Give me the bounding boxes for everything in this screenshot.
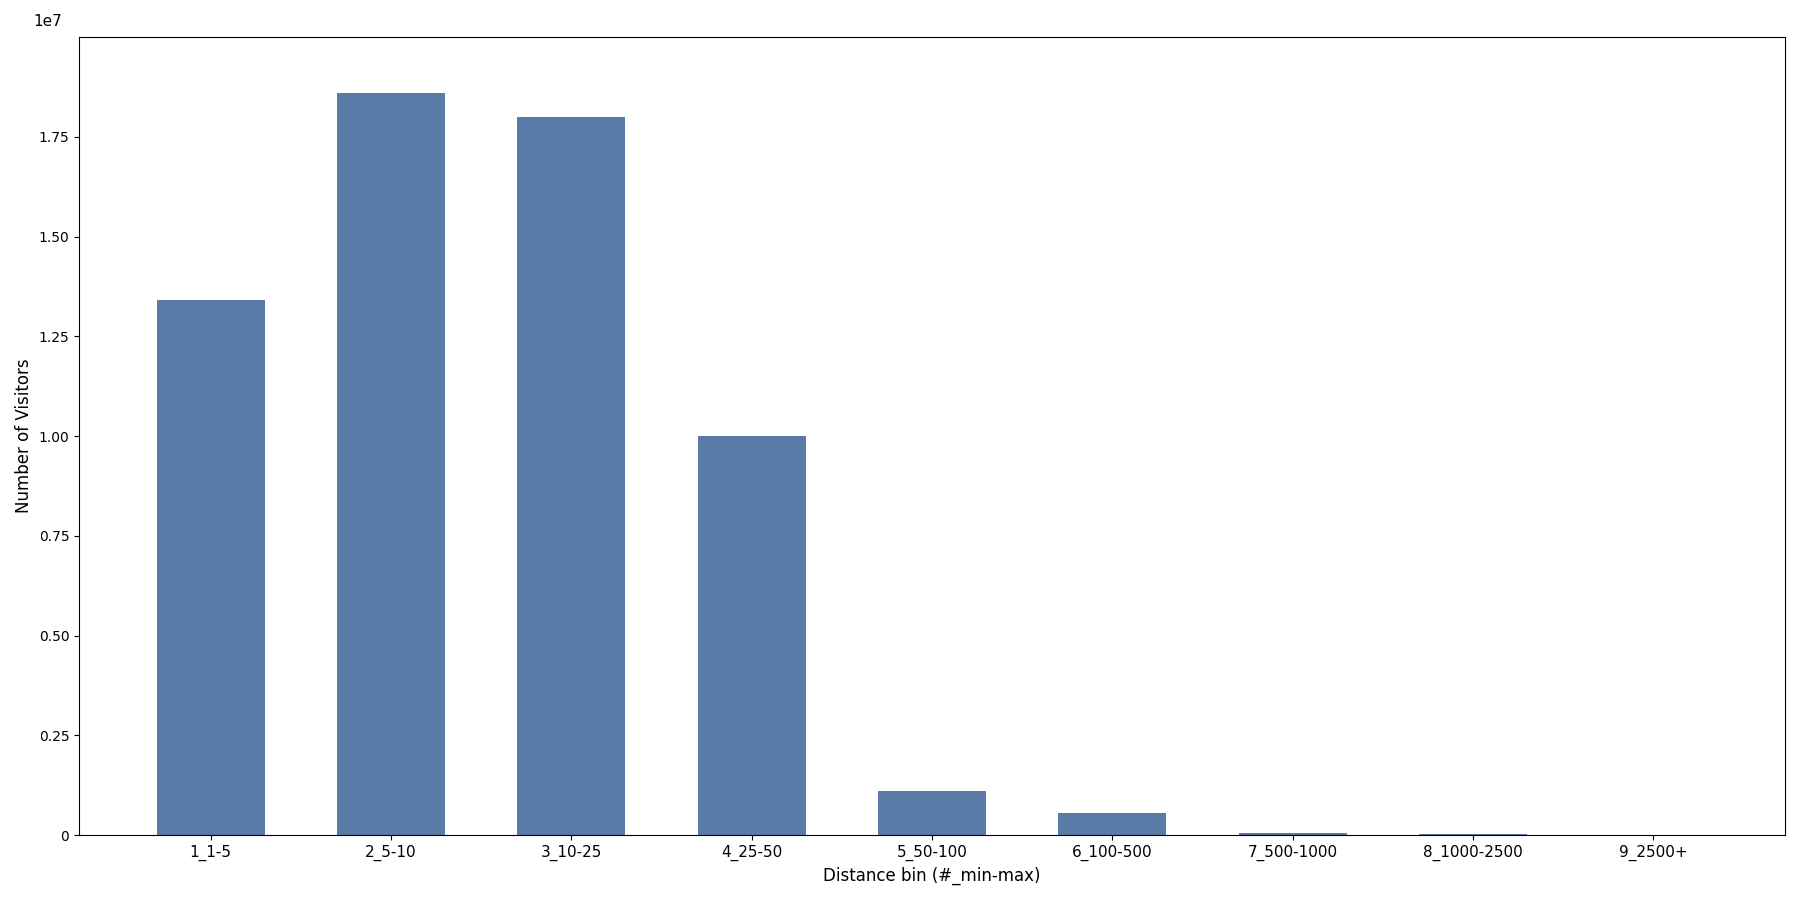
- X-axis label: Distance bin (#_min-max): Distance bin (#_min-max): [823, 867, 1040, 885]
- Bar: [698, 436, 806, 835]
- Bar: [1058, 814, 1166, 835]
- Bar: [878, 791, 986, 835]
- Bar: [1238, 833, 1346, 835]
- Bar: [517, 117, 625, 835]
- Y-axis label: Number of Visitors: Number of Visitors: [14, 359, 32, 513]
- Bar: [337, 93, 445, 835]
- Bar: [157, 301, 265, 835]
- Text: 1e7: 1e7: [32, 14, 61, 29]
